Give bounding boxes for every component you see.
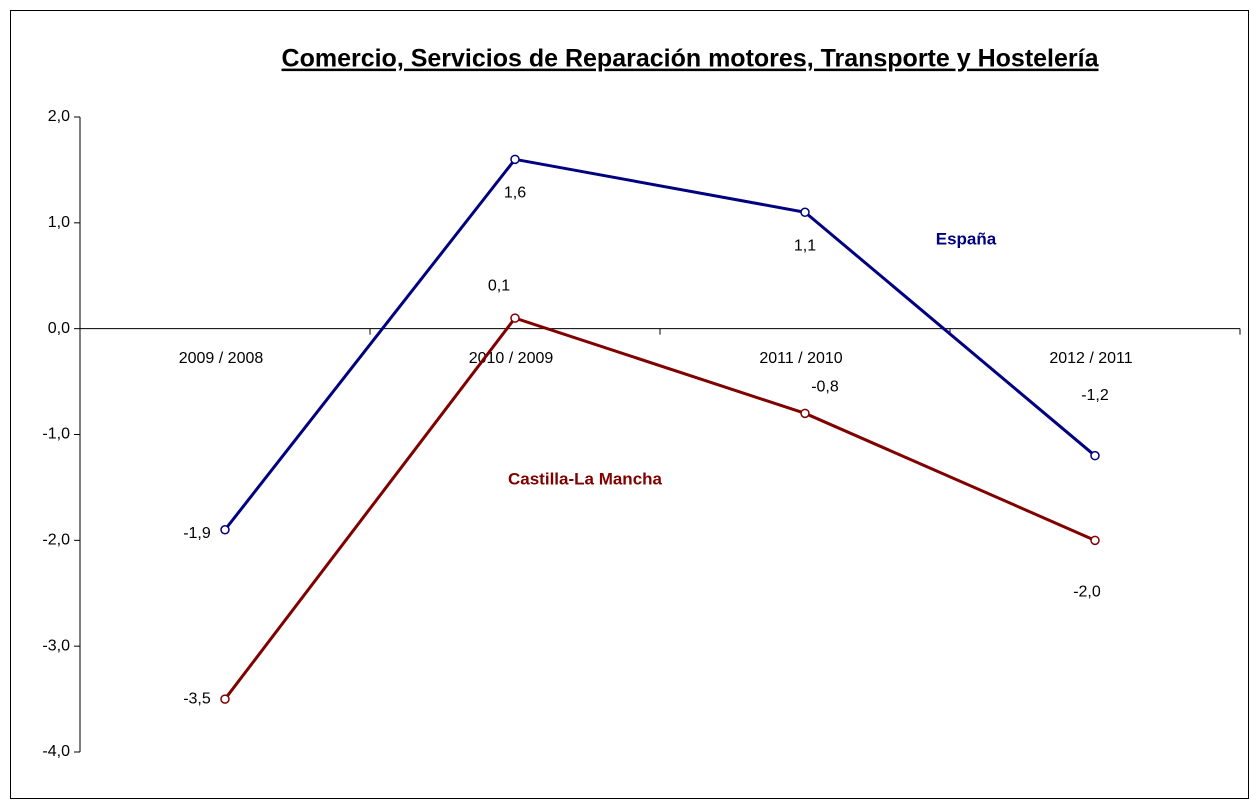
y-tick-label: 0,0 — [48, 320, 70, 337]
data-label: 0,1 — [488, 277, 510, 294]
y-tick-label: -4,0 — [42, 743, 70, 760]
x-tick-label: 2010 / 2009 — [469, 350, 554, 367]
x-tick-label: 2012 / 2011 — [1049, 350, 1132, 367]
series-name: España — [936, 229, 997, 248]
y-tick-label: -3,0 — [42, 637, 70, 654]
series-line — [223, 316, 1096, 700]
point-marker — [1090, 450, 1100, 461]
y-tick-label: 2,0 — [48, 108, 70, 125]
point-marker — [800, 207, 810, 217]
data-label: -1,9 — [183, 525, 211, 542]
y-tick-label: 1,0 — [48, 214, 70, 231]
series-line — [223, 157, 1096, 531]
chart-frame — [10, 10, 1249, 799]
data-label: 1,6 — [504, 185, 526, 202]
y-tick-label: -1,0 — [42, 426, 70, 443]
data-label: 1,1 — [794, 237, 816, 254]
point-marker — [1090, 535, 1100, 546]
data-label: -0,8 — [811, 379, 839, 396]
data-label: -1,2 — [1081, 387, 1109, 404]
y-tick-label: -2,0 — [42, 532, 70, 549]
chart-title: Comercio, Servicios de Reparación motore… — [282, 45, 1100, 73]
point-marker — [510, 154, 520, 165]
point-marker — [220, 694, 230, 704]
series-name: Castilla-La Mancha — [508, 469, 663, 488]
data-label: -2,0 — [1073, 584, 1101, 601]
x-tick-label: 2011 / 2010 — [759, 350, 842, 367]
x-tick-label: 2009 / 2008 — [179, 350, 264, 367]
point-marker — [220, 525, 230, 535]
point-marker — [510, 313, 520, 323]
data-label: -3,5 — [183, 690, 211, 707]
point-marker — [800, 408, 810, 419]
